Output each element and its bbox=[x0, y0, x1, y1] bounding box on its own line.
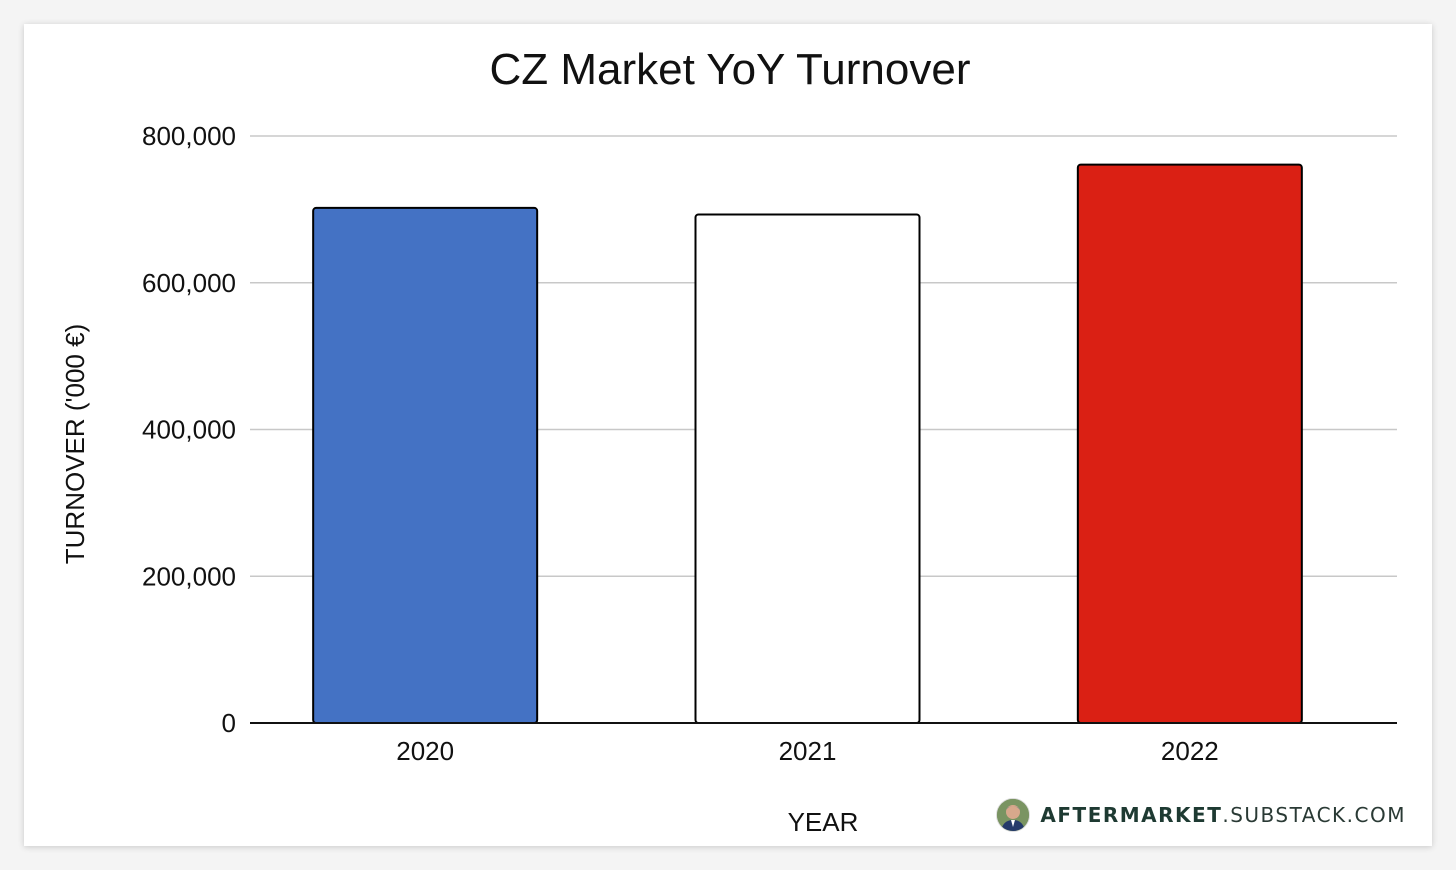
bars bbox=[250, 163, 1397, 725]
y-tick-label: 600,000 bbox=[142, 268, 236, 298]
chart-title: CZ Market YoY Turnover bbox=[490, 45, 971, 94]
y-axis-title: TURNOVER ('000 €) bbox=[60, 324, 90, 564]
y-axis-ticks: 0 200,000 400,000 600,000 800,000 bbox=[142, 121, 236, 738]
bar-2020 bbox=[312, 206, 539, 725]
bar-2021 bbox=[694, 213, 921, 724]
x-tick-label: 2021 bbox=[779, 736, 837, 766]
watermark-domain: .SUBSTACK.COM bbox=[1222, 803, 1406, 827]
y-tick-label: 0 bbox=[222, 708, 236, 738]
bar-2022 bbox=[1076, 163, 1303, 724]
watermark: AFTERMARKET.SUBSTACK.COM bbox=[996, 798, 1406, 832]
author-avatar bbox=[996, 798, 1031, 832]
chart-card: CZ Market YoY Turnover 0 200,000 400,000 60… bbox=[24, 24, 1432, 846]
x-tick-label: 2020 bbox=[396, 736, 454, 766]
x-axis-title: YEAR bbox=[788, 807, 859, 837]
watermark-text: AFTERMARKET.SUBSTACK.COM bbox=[1040, 803, 1406, 827]
y-tick-label: 200,000 bbox=[142, 561, 236, 591]
x-axis-ticks: 2020 2021 2022 bbox=[396, 736, 1219, 766]
bar-chart: CZ Market YoY Turnover 0 200,000 400,000 60… bbox=[60, 45, 1397, 837]
y-tick-label: 400,000 bbox=[142, 415, 236, 445]
watermark-brand: AFTERMARKET bbox=[1040, 803, 1223, 827]
y-tick-label: 800,000 bbox=[142, 121, 236, 151]
x-tick-label: 2022 bbox=[1161, 736, 1219, 766]
